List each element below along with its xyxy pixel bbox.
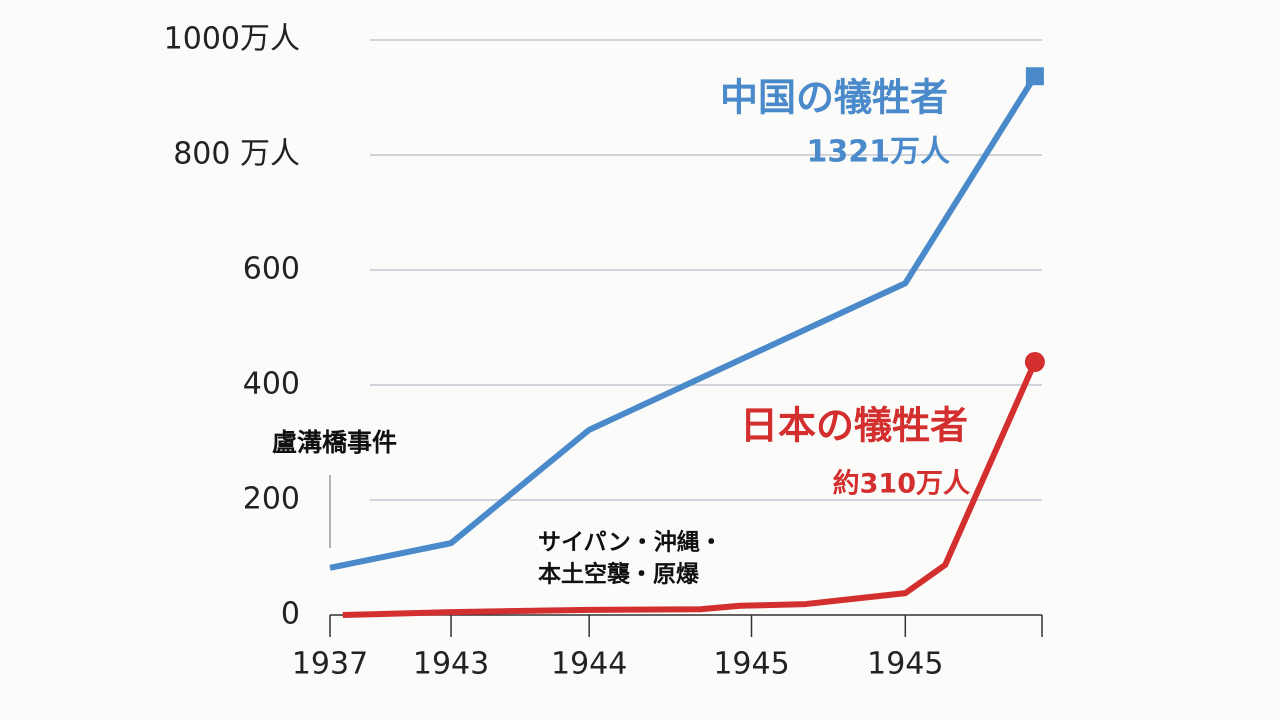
annotation: サイパン・沖縄・: [538, 530, 723, 556]
y-tick-label: 0: [281, 597, 300, 632]
y-tick-label: 200: [243, 482, 300, 517]
end-marker: [1024, 352, 1045, 372]
x-tick-label: 1943: [413, 647, 489, 682]
x-tick-label: 1945: [713, 647, 789, 682]
annotation: 盧溝橋事件: [272, 428, 397, 457]
y-tick-label: 600: [243, 252, 300, 287]
x-tick-label: 1945: [867, 647, 943, 682]
series-total: 約310万人: [833, 468, 970, 500]
y-tick-label: 400: [243, 367, 300, 402]
y-tick-label: 800 万人: [173, 137, 300, 172]
series-label: 日本の犠牲者: [740, 404, 968, 448]
series-total: 1321万人: [807, 135, 951, 170]
y-tick-label: 1000万人: [164, 22, 300, 57]
series-line: [342, 360, 1038, 618]
end-marker: [1025, 67, 1044, 86]
x-tick-label: 1937: [292, 647, 368, 682]
series-line: [329, 74, 1038, 571]
x-tick-label: 1944: [551, 647, 627, 682]
annotation: 本土空襲・原爆: [538, 561, 700, 588]
series-label: 中国の犠牲者: [720, 76, 948, 120]
